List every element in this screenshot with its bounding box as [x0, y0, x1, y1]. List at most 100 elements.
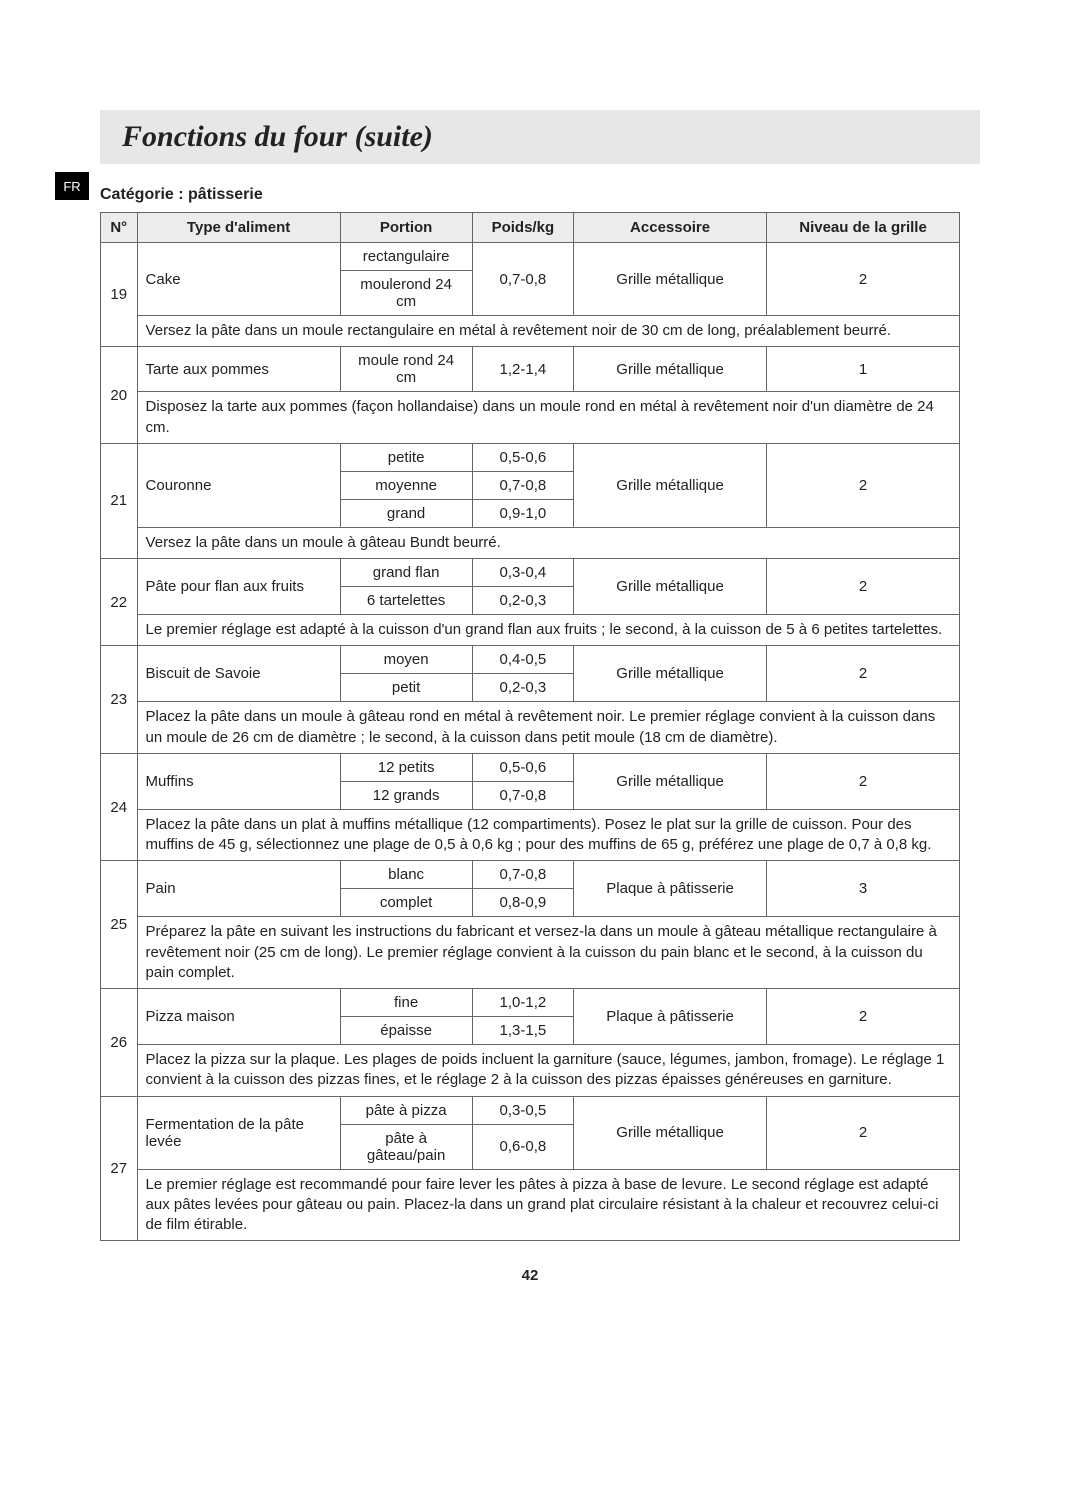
table-row: 19 Cake rectangulaire 0,7-0,8 Grille mét…	[101, 243, 960, 271]
page-number: 42	[100, 1267, 960, 1284]
cell-acc: Grille métallique	[574, 443, 767, 527]
cell-num: 22	[101, 559, 138, 646]
cell-poids: 1,2-1,4	[472, 347, 574, 392]
cell-niv: 2	[767, 443, 960, 527]
cell-poids: 0,4-0,5	[472, 646, 574, 674]
table-row: 24 Muffins 12 petits 0,5-0,6 Grille méta…	[101, 753, 960, 781]
cell-type: Tarte aux pommes	[137, 347, 340, 392]
cell-acc: Grille métallique	[574, 347, 767, 392]
cell-poids: 0,9-1,0	[472, 499, 574, 527]
cell-num: 19	[101, 243, 138, 347]
cell-type: Pain	[137, 861, 340, 917]
cell-acc: Grille métallique	[574, 646, 767, 702]
cell-portion: moule rond 24 cm	[340, 347, 472, 392]
cell-desc: Versez la pâte dans un moule rectangulai…	[137, 316, 959, 347]
cell-niv: 3	[767, 861, 960, 917]
cell-portion: moyen	[340, 646, 472, 674]
cell-portion: 6 tartelettes	[340, 587, 472, 615]
cell-num: 25	[101, 861, 138, 989]
cell-portion: petite	[340, 443, 472, 471]
table-header-row: N° Type d'aliment Portion Poids/kg Acces…	[101, 213, 960, 243]
cell-desc: Le premier réglage est adapté à la cuiss…	[137, 615, 959, 646]
cell-poids: 0,2-0,3	[472, 674, 574, 702]
cell-num: 21	[101, 443, 138, 558]
cell-acc: Plaque à pâtisserie	[574, 989, 767, 1045]
cell-acc: Grille métallique	[574, 243, 767, 316]
table-row: Placez la pizza sur la plaque. Les plage…	[101, 1045, 960, 1097]
cell-acc: Grille métallique	[574, 753, 767, 809]
cell-niv: 2	[767, 753, 960, 809]
cell-portion: moulerond 24 cm	[340, 271, 472, 316]
cell-desc: Versez la pâte dans un moule à gâteau Bu…	[137, 527, 959, 558]
table-row: Versez la pâte dans un moule rectangulai…	[101, 316, 960, 347]
cell-desc: Placez la pâte dans un moule à gâteau ro…	[137, 702, 959, 754]
cell-poids: 1,3-1,5	[472, 1017, 574, 1045]
cell-poids: 0,5-0,6	[472, 443, 574, 471]
table-row: 27 Fermentation de la pâte levée pâte à …	[101, 1096, 960, 1124]
cell-num: 26	[101, 989, 138, 1097]
col-niveau: Niveau de la grille	[767, 213, 960, 243]
baking-table: N° Type d'aliment Portion Poids/kg Acces…	[100, 212, 960, 1241]
cell-niv: 2	[767, 1096, 960, 1169]
category-label: Catégorie : pâtisserie	[100, 186, 980, 204]
cell-desc: Placez la pâte dans un plat à muffins mé…	[137, 809, 959, 861]
table-row: Disposez la tarte aux pommes (façon holl…	[101, 392, 960, 444]
cell-type: Couronne	[137, 443, 340, 527]
page: FR Fonctions du four (suite) Catégorie :…	[0, 0, 1080, 1324]
table-row: 25 Pain blanc 0,7-0,8 Plaque à pâtisseri…	[101, 861, 960, 889]
cell-desc: Placez la pizza sur la plaque. Les plage…	[137, 1045, 959, 1097]
cell-portion: fine	[340, 989, 472, 1017]
cell-niv: 2	[767, 646, 960, 702]
cell-poids: 1,0-1,2	[472, 989, 574, 1017]
cell-acc: Grille métallique	[574, 1096, 767, 1169]
table-row: 20 Tarte aux pommes moule rond 24 cm 1,2…	[101, 347, 960, 392]
cell-acc: Grille métallique	[574, 559, 767, 615]
cell-poids: 0,7-0,8	[472, 243, 574, 316]
cell-type: Pizza maison	[137, 989, 340, 1045]
col-type: Type d'aliment	[137, 213, 340, 243]
cell-poids: 0,6-0,8	[472, 1124, 574, 1169]
cell-poids: 0,7-0,8	[472, 861, 574, 889]
cell-portion: 12 petits	[340, 753, 472, 781]
cell-poids: 0,8-0,9	[472, 889, 574, 917]
table-row: Placez la pâte dans un moule à gâteau ro…	[101, 702, 960, 754]
cell-desc: Le premier réglage est recommandé pour f…	[137, 1169, 959, 1241]
cell-type: Biscuit de Savoie	[137, 646, 340, 702]
cell-num: 24	[101, 753, 138, 861]
col-poids: Poids/kg	[472, 213, 574, 243]
page-title: Fonctions du four (suite)	[100, 110, 980, 164]
table-row: Placez la pâte dans un plat à muffins mé…	[101, 809, 960, 861]
cell-poids: 0,2-0,3	[472, 587, 574, 615]
cell-acc: Plaque à pâtisserie	[574, 861, 767, 917]
cell-poids: 0,7-0,8	[472, 781, 574, 809]
table-row: 23 Biscuit de Savoie moyen 0,4-0,5 Grill…	[101, 646, 960, 674]
cell-desc: Disposez la tarte aux pommes (façon holl…	[137, 392, 959, 444]
cell-poids: 0,3-0,5	[472, 1096, 574, 1124]
cell-portion: 12 grands	[340, 781, 472, 809]
cell-type: Muffins	[137, 753, 340, 809]
cell-portion: complet	[340, 889, 472, 917]
col-portion: Portion	[340, 213, 472, 243]
cell-poids: 0,3-0,4	[472, 559, 574, 587]
cell-num: 20	[101, 347, 138, 444]
cell-portion: rectangulaire	[340, 243, 472, 271]
cell-niv: 1	[767, 347, 960, 392]
language-tab: FR	[55, 172, 89, 200]
cell-niv: 2	[767, 559, 960, 615]
table-row: 22 Pâte pour flan aux fruits grand flan …	[101, 559, 960, 587]
cell-type: Cake	[137, 243, 340, 316]
cell-niv: 2	[767, 243, 960, 316]
col-accessoire: Accessoire	[574, 213, 767, 243]
cell-portion: blanc	[340, 861, 472, 889]
cell-num: 23	[101, 646, 138, 754]
table-row: 21 Couronne petite 0,5-0,6 Grille métall…	[101, 443, 960, 471]
cell-poids: 0,5-0,6	[472, 753, 574, 781]
table-row: Versez la pâte dans un moule à gâteau Bu…	[101, 527, 960, 558]
cell-portion: pâte à gâteau/pain	[340, 1124, 472, 1169]
table-row: Le premier réglage est adapté à la cuiss…	[101, 615, 960, 646]
cell-portion: petit	[340, 674, 472, 702]
cell-type: Pâte pour flan aux fruits	[137, 559, 340, 615]
cell-desc: Préparez la pâte en suivant les instruct…	[137, 917, 959, 989]
cell-portion: moyenne	[340, 471, 472, 499]
cell-portion: pâte à pizza	[340, 1096, 472, 1124]
